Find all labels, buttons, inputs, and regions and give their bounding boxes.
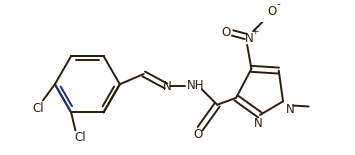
Text: Cl: Cl xyxy=(32,102,44,115)
Text: Cl: Cl xyxy=(75,131,86,144)
Text: +: + xyxy=(251,27,258,36)
Text: O: O xyxy=(194,128,203,141)
Text: N: N xyxy=(285,102,294,115)
Text: N: N xyxy=(245,32,253,45)
Text: O: O xyxy=(267,5,277,18)
Text: N: N xyxy=(254,117,263,130)
Text: O: O xyxy=(221,27,230,40)
Text: NH: NH xyxy=(187,80,204,92)
Text: -: - xyxy=(277,0,281,9)
Text: N: N xyxy=(163,80,171,93)
